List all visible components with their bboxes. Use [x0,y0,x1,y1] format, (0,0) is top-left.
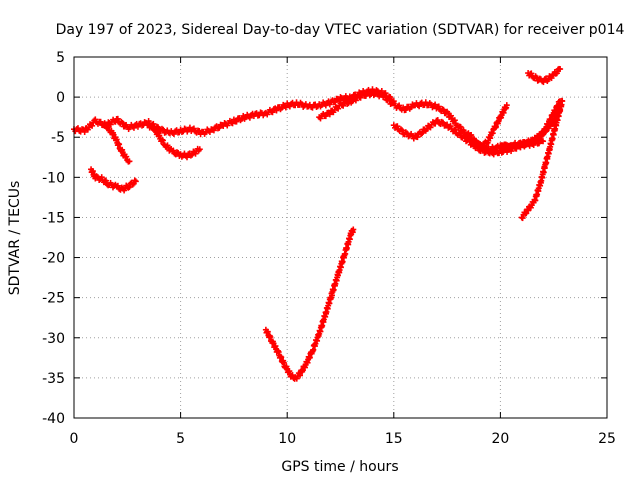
data-point [98,174,105,181]
data-point [549,72,556,79]
data-point [105,123,112,130]
data-point [114,182,121,189]
x-tick-label: 15 [385,431,403,447]
y-tick-label: -5 [51,130,65,146]
data-point [503,102,510,109]
data-point [123,153,130,160]
data-point [129,181,136,188]
y-axis-ticks: -40 -35 -30 -25 -20 -15 -10 -5 0 5 [42,50,607,427]
data-point [97,118,104,125]
y-tick-label: -15 [42,210,65,226]
data-point [340,102,347,109]
data-point [399,127,406,134]
data-point [457,130,464,137]
data-point [118,118,125,125]
data-point [480,143,487,150]
data-point [233,118,240,125]
data-point [89,122,96,129]
data-point [468,131,475,138]
y-tick-label: -20 [42,251,65,267]
data-point [126,158,133,165]
data-point [451,117,458,124]
data-point [389,99,396,106]
y-tick-label: -40 [42,411,65,427]
data-point [326,111,333,118]
data-point [553,70,560,77]
data-points [71,65,566,382]
y-tick-label: -30 [42,331,65,347]
data-point [457,124,464,131]
data-point [440,106,447,113]
data-point [335,105,342,112]
data-point [435,103,442,110]
data-point [419,129,426,136]
data-point [81,128,88,135]
data-point [322,113,329,120]
data-point [273,107,280,114]
y-tick-label: 0 [56,90,65,106]
data-point [414,134,421,141]
chart-title: Day 197 of 2023, Sidereal Day-to-day VTE… [56,22,625,38]
data-point [156,132,163,139]
data-point [190,125,197,132]
data-point [382,93,389,100]
data-point [159,137,166,144]
y-axis-label: SDTVAR / TECUs [7,181,23,296]
data-point [289,372,296,379]
data-point [132,178,139,185]
x-tick-label: 0 [70,431,79,447]
x-axis-ticks: 0 5 10 15 20 25 [70,57,616,447]
data-point [125,184,132,191]
data-point [528,70,535,77]
data-point [350,226,357,233]
data-point [538,132,545,139]
x-tick-label: 20 [491,431,509,447]
data-point [434,117,441,124]
data-point [119,119,126,126]
y-tick-label: -25 [42,291,65,307]
x-axis-label: GPS time / hours [281,459,398,475]
x-tick-label: 5 [176,431,185,447]
data-point [402,106,409,113]
x-tick-label: 25 [598,431,616,447]
data-point [557,66,564,73]
data-point [196,146,203,153]
plot-frame [73,56,608,419]
data-point [542,128,549,135]
data-point [148,122,155,129]
data-point [126,183,133,190]
data-point [170,147,177,154]
data-point [131,177,138,184]
x-tick-label: 10 [278,431,296,447]
y-tick-label: -35 [42,371,65,387]
data-point [114,115,121,122]
data-point [447,123,454,130]
y-tick-label: -10 [42,170,65,186]
data-point [269,109,276,116]
data-point [447,112,454,119]
y-tick-label: 5 [56,50,65,66]
data-point [210,127,217,134]
data-point [102,177,109,184]
data-point [394,123,401,130]
data-point [427,124,434,131]
data-point [418,131,425,138]
data-point [521,142,528,149]
data-point [540,138,547,145]
data-point [183,154,190,161]
data-point [559,98,566,105]
data-point [519,215,526,222]
data-point [397,126,404,133]
grid-lines [74,57,607,418]
data-point [534,136,541,143]
data-point [452,126,459,133]
